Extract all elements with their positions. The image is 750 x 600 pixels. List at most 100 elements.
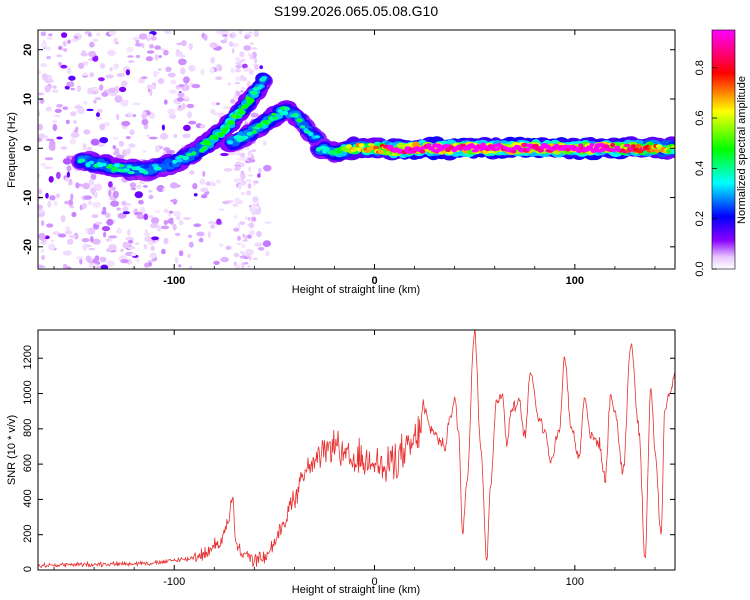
heatmap-noise-blob bbox=[69, 205, 74, 209]
heatmap-noise-blob bbox=[147, 33, 154, 38]
heatmap-noise-blob bbox=[52, 89, 59, 93]
heatmap-noise-blob bbox=[245, 146, 250, 151]
heatmap-noise-blob bbox=[56, 171, 61, 180]
heatmap-noise-blob bbox=[192, 182, 198, 190]
heatmap-noise-blob bbox=[227, 82, 231, 86]
heatmap-noise-blob bbox=[44, 235, 50, 240]
heatmap-noise-blob bbox=[176, 97, 184, 102]
heatmap-noise-blob bbox=[40, 42, 48, 48]
heatmap-noise-blob bbox=[193, 193, 198, 197]
heatmap-noise-blob bbox=[244, 35, 250, 40]
heatmap-noise-blob bbox=[200, 194, 208, 199]
heatmap-noise-blob bbox=[196, 231, 205, 237]
heatmap-noise-blob bbox=[46, 138, 55, 142]
heatmap-noise-blob bbox=[166, 149, 175, 154]
heatmap-ridge-blob bbox=[119, 164, 125, 168]
heatmap-noise-blob bbox=[46, 56, 51, 60]
heatmap-noise-blob bbox=[92, 201, 101, 208]
heatmap-noise-blob bbox=[222, 106, 232, 109]
heatmap-ridge-blob bbox=[237, 108, 244, 112]
colorbar: 0.0 0.2 0.4 0.6 0.8 Normalized spectral ampl… bbox=[694, 29, 748, 277]
heatmap-noise-blob bbox=[207, 231, 211, 238]
heatmap-ridge-blob bbox=[314, 135, 320, 139]
heatmap-noise-blob bbox=[62, 48, 68, 52]
x-tick-label: 0 bbox=[371, 275, 377, 287]
heatmap-noise-blob bbox=[141, 118, 149, 126]
heatmap-noise-blob bbox=[87, 200, 93, 206]
heatmap-noise-blob bbox=[209, 67, 215, 74]
heatmap-ridge-blob bbox=[213, 135, 219, 140]
heatmap-noise-blob bbox=[112, 151, 120, 156]
heatmap-noise-blob bbox=[99, 137, 109, 144]
heatmap-noise-blob bbox=[141, 76, 148, 79]
chart-title: S199.2026.065.05.08.G10 bbox=[274, 3, 438, 19]
heatmap-ridge-blob bbox=[191, 151, 197, 156]
heatmap-noise-blob bbox=[248, 216, 251, 221]
heatmap-noise-blob bbox=[52, 85, 57, 89]
heatmap-noise-blob bbox=[110, 200, 119, 207]
heatmap-ridge-blob bbox=[281, 110, 289, 116]
heatmap-noise-blob bbox=[95, 117, 103, 120]
heatmap-noise-blob bbox=[242, 233, 246, 238]
heatmap-noise-blob bbox=[70, 111, 77, 117]
snr-frame bbox=[37, 329, 676, 571]
heatmap-noise-blob bbox=[99, 123, 106, 131]
heatmap-noise-blob bbox=[147, 259, 156, 263]
heatmap-noise-blob bbox=[248, 31, 253, 34]
heatmap-noise-blob bbox=[91, 214, 99, 219]
heatmap-noise-blob bbox=[62, 106, 69, 110]
heatmap-noise-blob bbox=[178, 264, 182, 268]
heatmap-noise-blob bbox=[236, 151, 241, 156]
heatmap-noise-blob bbox=[56, 103, 63, 108]
heatmap-noise-blob bbox=[126, 46, 134, 53]
heatmap-noise-blob bbox=[38, 209, 45, 214]
y-tick-label: -10 bbox=[22, 190, 34, 206]
heatmap-noise-blob bbox=[230, 34, 233, 37]
heatmap-noise-blob bbox=[134, 43, 144, 47]
heatmap-noise-blob bbox=[76, 85, 82, 92]
heatmap-noise-blob bbox=[125, 236, 135, 241]
heatmap-noise-blob bbox=[236, 242, 242, 245]
heatmap-noise-blob bbox=[263, 164, 272, 172]
heatmap-noise-blob bbox=[200, 187, 209, 193]
heatmap-noise-blob bbox=[89, 72, 95, 78]
colorbar-label: Normalized spectral amplitude bbox=[736, 76, 748, 224]
heatmap-noise-blob bbox=[189, 265, 193, 269]
heatmap-ridge-blob bbox=[251, 90, 258, 96]
heatmap-noise-blob bbox=[56, 54, 62, 58]
heatmap-noise-blob bbox=[68, 199, 74, 206]
heatmap-noise-blob bbox=[102, 206, 107, 212]
heatmap-noise-blob bbox=[248, 166, 251, 172]
heatmap-noise-blob bbox=[215, 76, 223, 80]
heatmap-noise-blob bbox=[234, 165, 241, 171]
heatmap-noise-blob bbox=[47, 200, 52, 208]
heatmap-noise-blob bbox=[65, 230, 72, 235]
heatmap-noise-blob bbox=[77, 107, 85, 115]
heatmap-noise-blob bbox=[154, 45, 161, 50]
heatmap-noise-blob bbox=[168, 114, 177, 119]
heatmap-noise-blob bbox=[242, 63, 248, 69]
heatmap-noise-blob bbox=[46, 79, 54, 83]
heatmap-ridge-blob bbox=[510, 149, 517, 154]
heatmap-noise-blob bbox=[233, 227, 240, 232]
heatmap-noise-blob bbox=[199, 124, 206, 129]
heatmap-noise-blob bbox=[235, 64, 242, 69]
heatmap-noise-blob bbox=[183, 217, 191, 220]
heatmap-noise-blob bbox=[265, 251, 270, 257]
heatmap-ridge-blob bbox=[101, 162, 107, 167]
heatmap-noise-blob bbox=[247, 157, 250, 164]
heatmap-noise-blob bbox=[38, 232, 46, 241]
heatmap-noise-blob bbox=[209, 42, 218, 49]
heatmap-noise-blob bbox=[127, 246, 136, 250]
heatmap-noise-blob bbox=[143, 213, 149, 221]
heatmap-noise-blob bbox=[174, 256, 179, 264]
heatmap-noise-blob bbox=[62, 263, 68, 269]
heatmap-noise-blob bbox=[85, 227, 89, 234]
heatmap-noise-blob bbox=[243, 45, 252, 51]
heatmap-noise-blob bbox=[46, 223, 54, 228]
heatmap-noise-blob bbox=[38, 110, 41, 117]
snr-panel: -100 0 100 0 200 400 600 800 1000 1200 Height of… bbox=[6, 329, 676, 596]
heatmap-noise-blob bbox=[132, 36, 141, 41]
heatmap-ridge-blob bbox=[372, 145, 380, 150]
